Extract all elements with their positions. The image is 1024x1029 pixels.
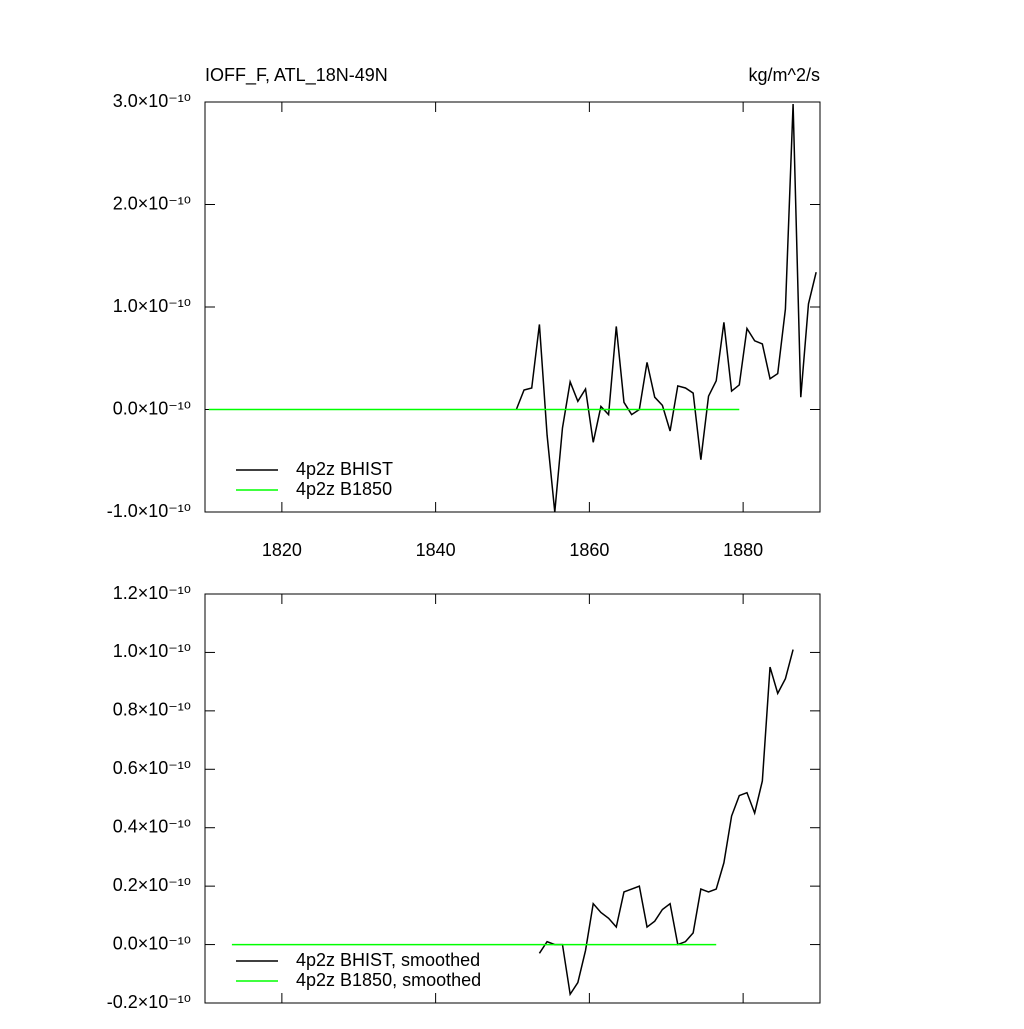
y-tick-label: 2.0×10⁻¹⁰	[113, 193, 191, 213]
legend-label: 4p2z B1850	[296, 479, 392, 499]
y-tick-label: 1.2×10⁻¹⁰	[113, 583, 191, 603]
y-tick-label: 0.8×10⁻¹⁰	[113, 700, 191, 720]
legend-label: 4p2z B1850, smoothed	[296, 970, 481, 990]
legend-label: 4p2z BHIST	[296, 459, 393, 479]
y-tick-label: 0.0×10⁻¹⁰	[113, 398, 191, 418]
x-tick-label: 1820	[262, 540, 302, 560]
y-tick-label: 0.0×10⁻¹⁰	[113, 933, 191, 953]
y-tick-label: 1.0×10⁻¹⁰	[113, 296, 191, 316]
x-tick-label: 1880	[723, 540, 763, 560]
y-tick-label: 0.6×10⁻¹⁰	[113, 758, 191, 778]
y-tick-label: 1.0×10⁻¹⁰	[113, 641, 191, 661]
x-tick-label: 1840	[416, 540, 456, 560]
plot-frame	[204, 593, 821, 1004]
chart-title: IOFF_F, ATL_18N-49N	[205, 65, 388, 86]
units-label: kg/m^2/s	[749, 65, 820, 85]
y-tick-label: 0.2×10⁻¹⁰	[113, 875, 191, 895]
plot-frame	[204, 101, 821, 513]
y-tick-label: -1.0×10⁻¹⁰	[107, 501, 191, 521]
y-tick-label: 0.4×10⁻¹⁰	[113, 816, 191, 836]
y-tick-label: -0.2×10⁻¹⁰	[107, 992, 191, 1012]
y-tick-label: 3.0×10⁻¹⁰	[113, 91, 191, 111]
x-tick-label: 1860	[569, 540, 609, 560]
data-line	[538, 649, 794, 997]
legend-label: 4p2z BHIST, smoothed	[296, 950, 480, 970]
data-line	[515, 104, 817, 513]
